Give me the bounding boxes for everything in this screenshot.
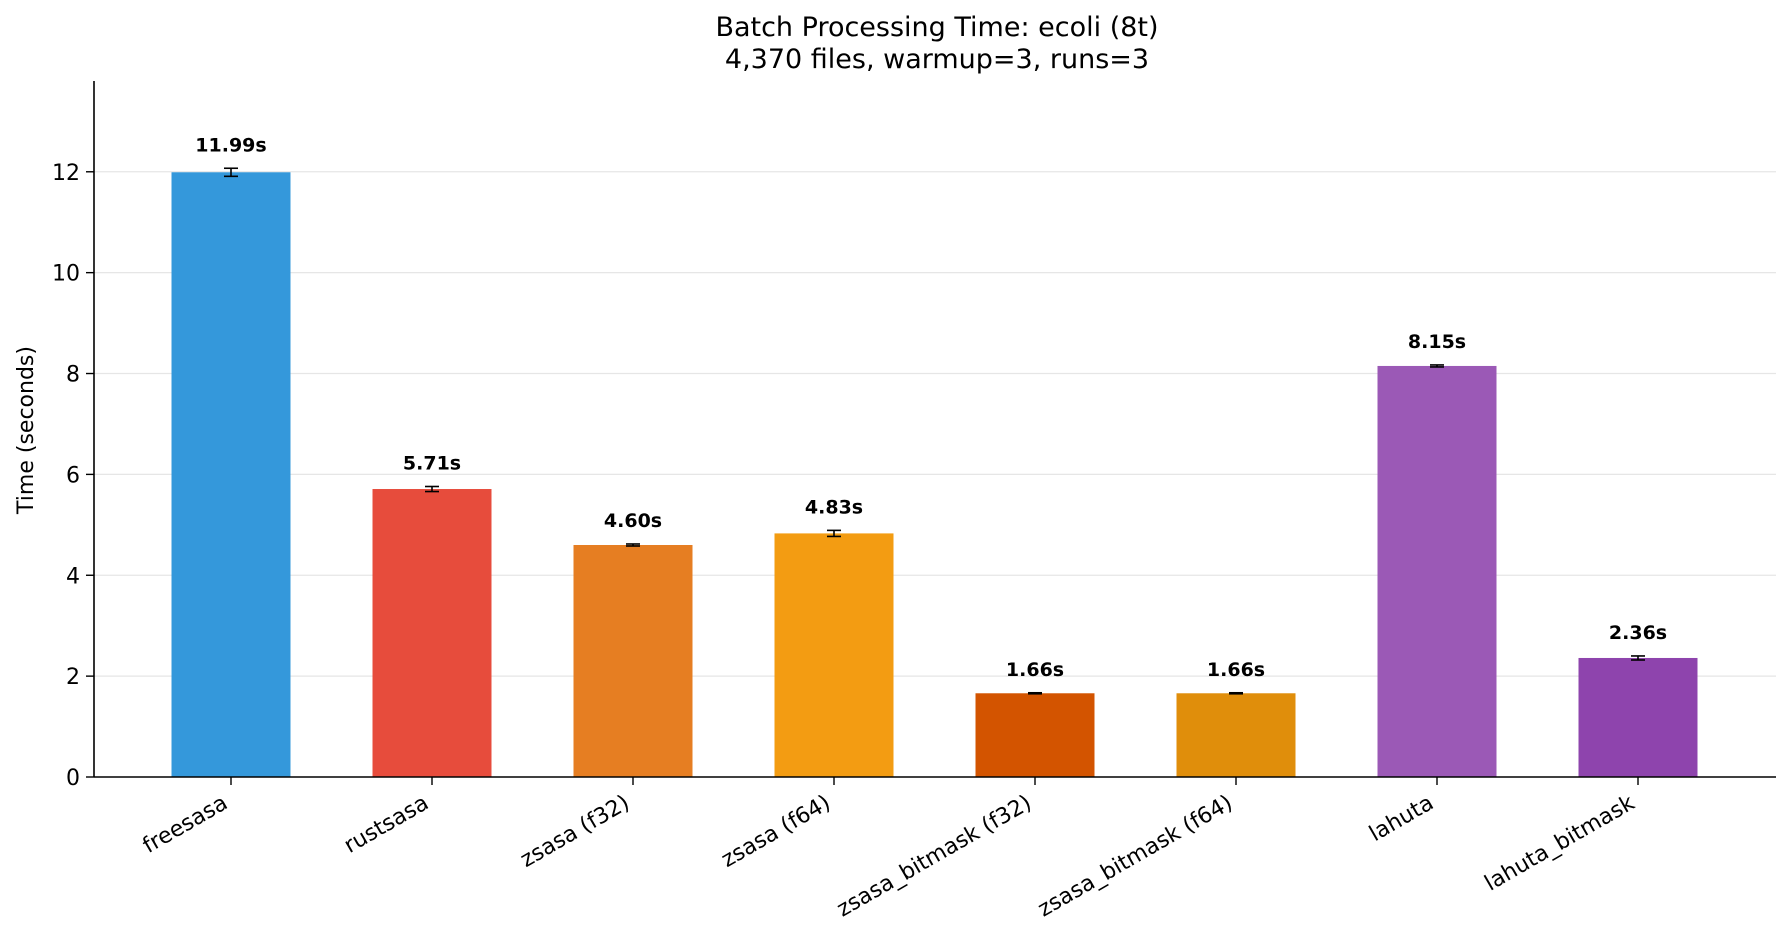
bar: [372, 489, 492, 777]
error-bar: [626, 543, 640, 547]
error-bar: [1430, 364, 1444, 368]
y-tick-label: 8: [66, 363, 80, 388]
error-bar: [1631, 655, 1645, 661]
error-bar: [425, 485, 439, 493]
value-label: 4.60s: [604, 510, 662, 532]
y-axis-label: Time (seconds): [14, 346, 39, 515]
error-bar: [827, 529, 841, 538]
bar: [774, 533, 894, 777]
value-labels-group: 11.99s 5.71s 4.60s 4.83s 1.66s 1.66s 8.15s 2.36…: [195, 134, 1667, 681]
error-bar: [224, 167, 238, 178]
error-bar: [1229, 691, 1243, 695]
bars-group: [171, 172, 1698, 777]
y-tick-label: 4: [66, 564, 80, 589]
bar: [1176, 693, 1296, 777]
bar: [1377, 365, 1497, 777]
y-axis-ticks: 0 2 4 6 8 10 12: [52, 161, 94, 791]
value-label: 1.66s: [1207, 659, 1265, 681]
chart-subtitle: 4,370 files, warmup=3, runs=3: [725, 44, 1149, 75]
y-tick-label: 6: [66, 463, 80, 488]
value-label: 2.36s: [1609, 622, 1667, 644]
bar: [975, 693, 1095, 777]
error-bar: [1028, 691, 1042, 695]
value-label: 8.15s: [1408, 331, 1466, 353]
bar: [171, 172, 291, 777]
bar: [1578, 657, 1698, 777]
bar: [573, 545, 693, 777]
value-label: 11.99s: [195, 134, 266, 156]
value-label: 4.83s: [805, 496, 863, 518]
y-tick-label: 12: [52, 161, 80, 186]
y-tick-label: 2: [66, 665, 80, 690]
chart-title: Batch Processing Time: ecoli (8t): [715, 12, 1158, 43]
y-tick-label: 10: [52, 262, 80, 287]
value-label: 5.71s: [403, 452, 461, 474]
value-label: 1.66s: [1006, 659, 1064, 681]
error-bars-group: [224, 167, 1645, 695]
y-tick-label: 0: [66, 766, 80, 791]
